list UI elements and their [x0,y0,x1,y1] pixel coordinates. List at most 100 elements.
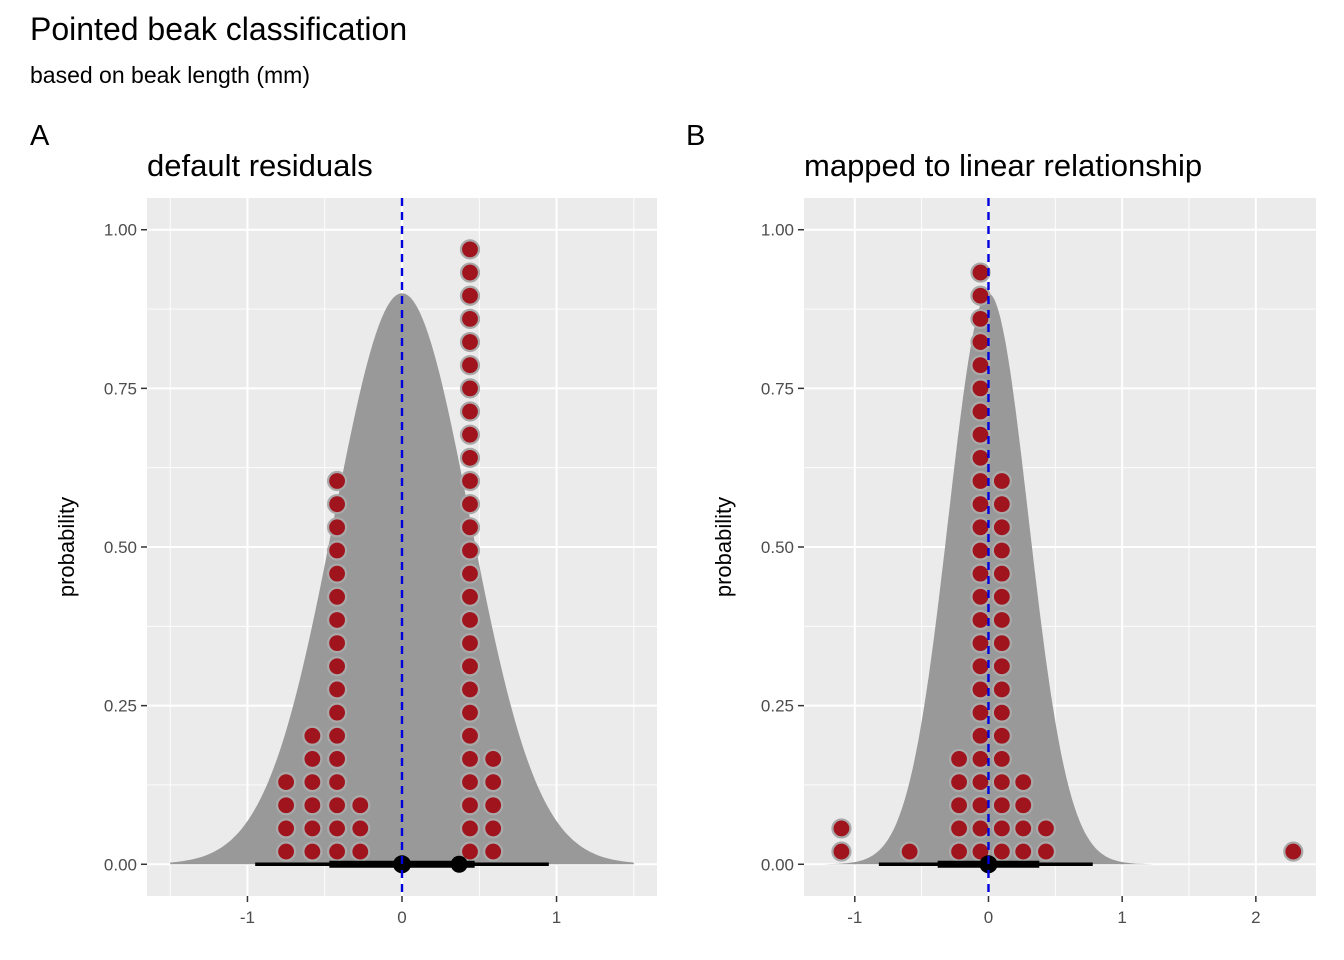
data-dot [459,702,481,723]
data-dot [459,540,481,561]
x-tick-label: -1 [240,908,255,927]
data-dot [459,841,481,862]
data-dot [459,355,481,376]
data-dot [326,517,348,538]
data-dot [326,771,348,793]
data-dot [459,609,481,631]
data-dot [1283,841,1304,862]
data-dot [970,633,991,654]
data-dot [326,633,348,654]
data-dot [459,563,481,584]
data-dot [459,494,481,515]
y-tick-label: 0.25 [104,697,137,716]
data-dot [483,748,504,770]
data-dot [1013,771,1034,793]
data-dot [459,239,481,260]
y-tick-label: 1.00 [104,221,137,240]
data-dot [970,540,991,561]
data-dot [1013,818,1034,839]
data-dot [302,841,323,862]
data-dot [459,517,481,538]
data-dot [970,447,991,468]
figure-title: Pointed beak classification [30,11,407,47]
data-dot [459,586,481,607]
data-dot [326,609,348,631]
data-dot [948,841,970,862]
data-dot [275,818,297,839]
data-dot [970,494,991,515]
data-dot [970,262,991,283]
data-dot [970,679,991,700]
data-dot [991,633,1012,654]
data-dot [1035,841,1057,862]
data-dot [970,748,991,770]
data-dot [302,818,323,839]
data-dot [326,540,348,561]
data-dot [459,262,481,283]
data-dot [991,841,1012,862]
data-dot [483,841,504,862]
data-dot [459,818,481,839]
data-dot [970,702,991,723]
data-dot [991,679,1012,700]
data-dot [326,494,348,515]
data-dot [459,795,481,816]
data-dot [970,331,991,353]
data-dot [970,401,991,422]
data-dot [991,540,1012,561]
data-dot [459,424,481,445]
data-dot [970,563,991,584]
data-dot [350,818,371,839]
data-dot [275,771,297,793]
data-dot [459,470,481,492]
data-dot [970,424,991,445]
data-dot [970,795,991,816]
data-dot [459,771,481,793]
data-dot [483,818,504,839]
data-dot [991,702,1012,723]
data-dot [970,656,991,677]
data-dot [459,656,481,677]
data-dot [483,795,504,816]
data-dot [991,818,1012,839]
data-dot [1035,818,1057,839]
data-dot [991,586,1012,607]
y-tick-label: 0.50 [104,538,137,557]
data-dot [970,285,991,306]
data-dot [302,771,323,793]
data-dot [948,748,970,770]
data-dot [275,841,297,862]
data-dot [326,818,348,839]
data-dot [970,725,991,746]
x-tick-label: 0 [397,908,406,927]
data-dot [302,725,323,746]
panel-tag: B [686,120,705,152]
panel-tag: A [30,120,50,152]
data-dot [326,748,348,770]
y-tick-label: 0.00 [104,855,137,874]
data-dot [991,748,1012,770]
data-dot [459,679,481,700]
data-dot [1013,795,1034,816]
data-dot [326,725,348,746]
y-tick-label: 1.00 [761,221,794,240]
interval-point-secondary [450,855,468,873]
data-dot [302,748,323,770]
data-dot [899,841,920,862]
data-dot [459,447,481,468]
data-dot [970,378,991,399]
data-dot [831,818,852,839]
interval-point [393,855,411,874]
data-dot [350,795,371,816]
y-tick-label: 0.00 [761,855,794,874]
data-dot [1013,841,1034,862]
data-dot [326,841,348,862]
data-dot [970,609,991,631]
data-dot [326,795,348,816]
data-dot [948,795,970,816]
data-dot [948,771,970,793]
figure-subtitle: based on beak length (mm) [30,62,310,88]
data-dot [991,656,1012,677]
